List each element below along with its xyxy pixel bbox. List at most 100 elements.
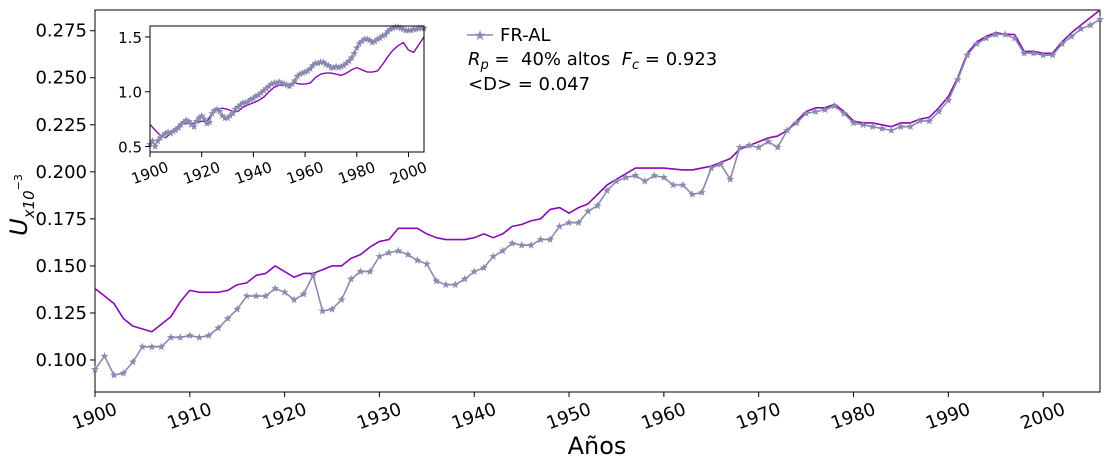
inset-data-point — [182, 116, 190, 124]
main-data-point — [1077, 24, 1086, 33]
legend-entry-fr-al: FR-AL — [500, 25, 551, 46]
inset-data-point — [293, 72, 302, 80]
inset-data-point — [314, 59, 322, 67]
main-data-point — [934, 107, 943, 116]
main-data-point — [109, 370, 118, 379]
main-data-point — [299, 289, 308, 298]
main-data-point — [593, 201, 602, 210]
main-data-point — [868, 122, 877, 131]
main-data-point — [840, 109, 848, 117]
main-series-line-reference — [94, 9, 1101, 333]
inset-data-point — [267, 80, 276, 88]
main-data-point — [280, 288, 289, 296]
inset-data-point — [358, 37, 366, 45]
main-data-point — [214, 323, 223, 332]
inset-data-point — [252, 92, 260, 100]
main-data-point — [223, 314, 232, 323]
inset-x-tick-label: 1960 — [284, 158, 326, 188]
main-data-point — [271, 284, 280, 292]
main-data-point — [460, 274, 469, 283]
main-data-point — [138, 342, 147, 351]
inset-data-point — [203, 119, 211, 127]
main-data-point — [157, 342, 166, 351]
main-y-tick-label: 0.175 — [35, 209, 87, 230]
main-data-point — [242, 291, 251, 300]
inset-data-point — [376, 34, 384, 42]
inset-data-point — [368, 38, 377, 46]
main-data-point — [953, 75, 962, 84]
main-data-point — [925, 116, 934, 125]
main-data-point — [631, 171, 640, 179]
main-data-point — [584, 207, 593, 215]
main-data-point — [204, 331, 213, 339]
inset-data-point — [334, 63, 343, 71]
inset-data-point — [394, 23, 402, 31]
main-x-tick-label: 1930 — [354, 399, 404, 434]
main-data-point — [659, 173, 668, 181]
inset-data-point — [272, 78, 281, 87]
inset-data-point — [373, 35, 382, 43]
main-reference-series — [94, 9, 1101, 333]
main-data-point — [574, 218, 583, 227]
main-data-point — [432, 276, 441, 285]
main-x-tick-label: 1940 — [449, 399, 499, 434]
main-y-tick-label: 0.225 — [35, 115, 87, 136]
inset-data-point — [303, 66, 312, 75]
inset-data-point — [381, 30, 390, 38]
inset-data-point — [249, 94, 258, 102]
main-data-point — [365, 267, 374, 275]
main-data-point — [100, 352, 109, 360]
inset-data-point — [321, 60, 330, 68]
main-data-point — [849, 118, 858, 127]
inset-data-point — [306, 64, 315, 72]
main-data-point — [612, 177, 621, 185]
main-data-point — [1048, 50, 1057, 59]
main-y-tick-label: 0.250 — [35, 68, 87, 89]
inset-data-point — [285, 82, 294, 90]
inset-x-tick-label: 1900 — [129, 158, 171, 188]
main-data-point — [972, 39, 981, 48]
inset-data-point — [244, 97, 253, 105]
inset-data-point — [329, 63, 338, 71]
inset-data-point — [355, 39, 364, 47]
main-data-point — [1067, 32, 1076, 40]
main-data-point — [640, 177, 649, 185]
inset-data-point — [278, 78, 286, 87]
main-data-point — [422, 259, 431, 268]
main-data-point — [176, 333, 185, 341]
main-data-point — [309, 271, 318, 279]
inset-data-point — [389, 24, 397, 32]
inset-data-point — [213, 105, 222, 113]
legend-mean-d: <D> = 0.047 — [468, 74, 590, 95]
inset-y-tick-label: 1.0 — [118, 84, 142, 102]
inset-data-point — [205, 118, 214, 126]
inset-data-point — [324, 61, 333, 69]
main-x-tick-label: 1920 — [259, 399, 309, 434]
main-data-point — [830, 101, 839, 110]
inset-x-axis: 1900 1920 1940 1960 1980 2000 — [129, 152, 430, 188]
main-data-point — [669, 180, 678, 189]
main-x-tick-label: 1910 — [165, 399, 215, 434]
inset-data-point — [200, 115, 209, 123]
main-data-point — [1001, 30, 1010, 38]
main-data-point — [546, 235, 555, 243]
main-data-point — [1039, 50, 1048, 59]
main-data-point — [527, 241, 536, 249]
inset-data-point — [156, 133, 165, 141]
main-x-tick-label: 1960 — [639, 399, 689, 434]
inset-data-point — [172, 126, 180, 134]
inset-data-point — [215, 107, 224, 115]
main-data-point — [119, 368, 128, 377]
main-x-axis: 1900 1910 1920 1930 1940 1950 1960 1970 1980 1990… — [70, 392, 1068, 434]
inset-data-point — [309, 61, 317, 69]
main-fr-al-series — [91, 15, 1104, 379]
inset-data-point — [148, 137, 157, 145]
y-axis-title: Ux10−3 — [5, 174, 38, 236]
main-data-point — [470, 267, 479, 275]
inset-data-point — [350, 49, 359, 57]
inset-data-point — [223, 114, 232, 122]
inset-data-point — [177, 120, 185, 128]
inset-data-point — [192, 117, 201, 125]
inset-data-point — [247, 95, 255, 103]
inset-data-point — [236, 100, 245, 109]
